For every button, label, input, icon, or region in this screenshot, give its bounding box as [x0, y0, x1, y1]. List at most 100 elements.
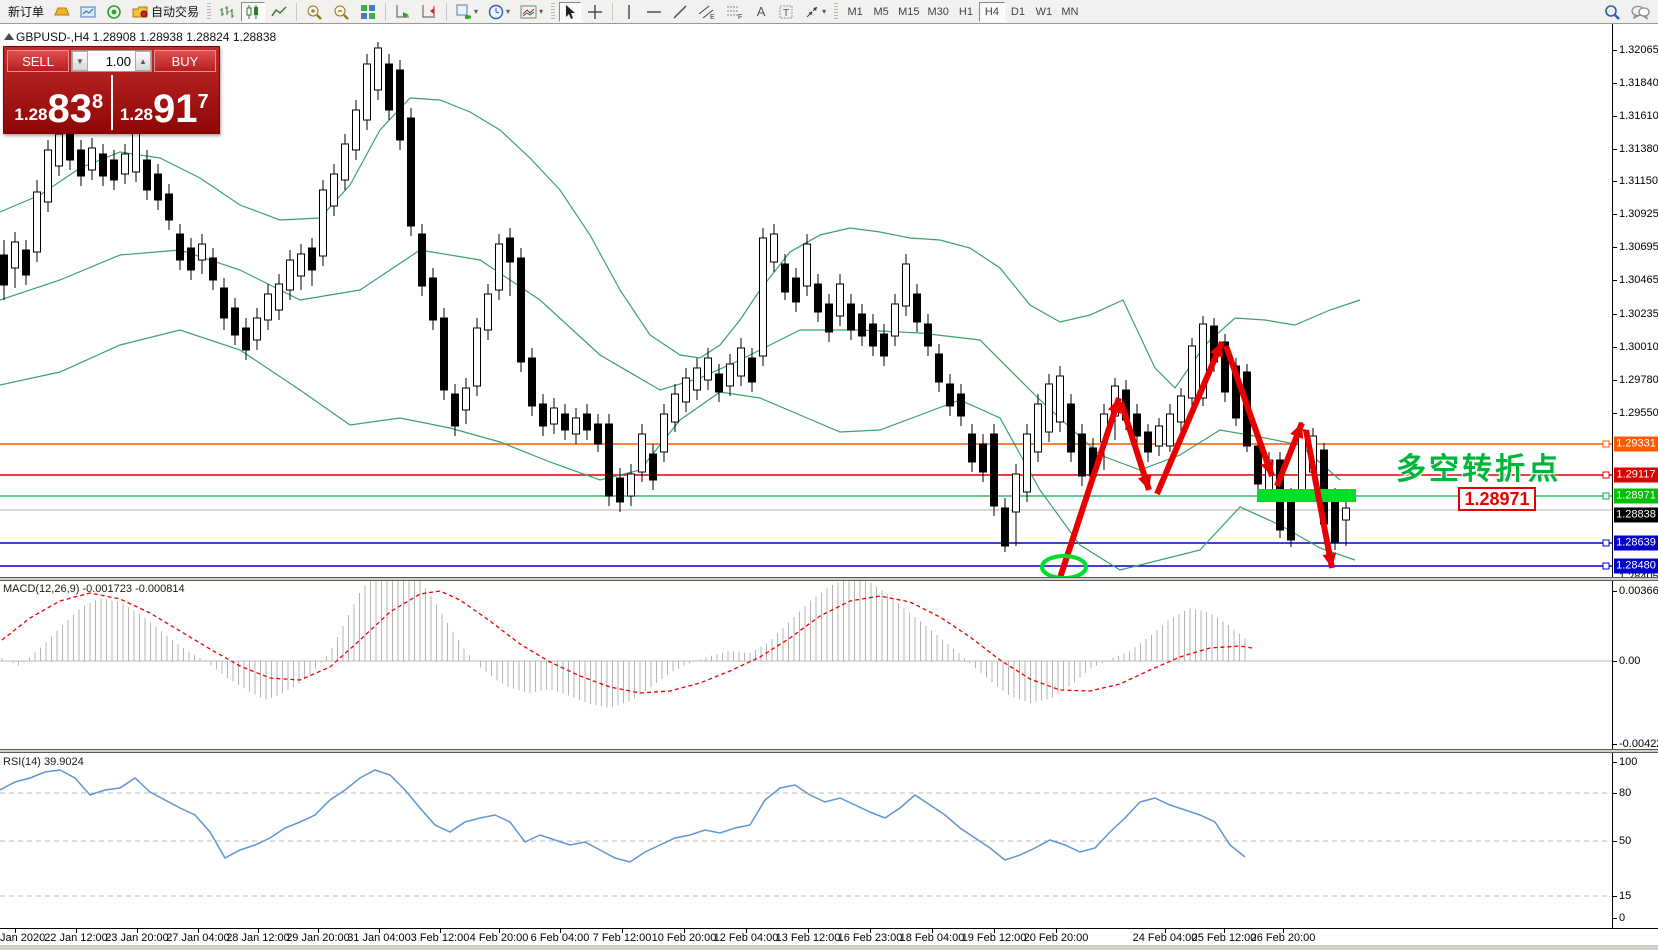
- low-circle-annotation[interactable]: [1040, 554, 1088, 578]
- arrows-icon[interactable]: ▾: [800, 2, 830, 22]
- line-anchor[interactable]: [1602, 492, 1610, 500]
- timeframe-button-d1[interactable]: D1: [1010, 5, 1025, 18]
- sell-price-sup: 8: [91, 91, 104, 113]
- trend-arrow[interactable]: [1118, 401, 1152, 491]
- price-tick-label: 1.30010: [1619, 341, 1658, 353]
- price-tag-annotation[interactable]: 1.28971: [1458, 487, 1536, 511]
- pane-divider[interactable]: [0, 577, 1658, 581]
- chart-shift-icon[interactable]: [417, 2, 441, 22]
- timeframe-button-h1[interactable]: H1: [958, 5, 973, 18]
- turning-point-annotation[interactable]: 多空转折点: [1396, 453, 1561, 486]
- periods-button[interactable]: ▾: [484, 2, 514, 22]
- candle-body: [33, 191, 41, 253]
- candle-body: [121, 153, 129, 175]
- candle-body: [1144, 431, 1152, 453]
- trend-arrow[interactable]: [1223, 344, 1275, 478]
- chart-region[interactable]: GBPUSD-,H4 1.28908 1.28938 1.28824 1.288…: [0, 24, 1658, 950]
- bar-chart-icon[interactable]: [215, 2, 239, 22]
- timeframe-button-m5[interactable]: M5: [873, 5, 889, 18]
- trend-arrow[interactable]: [1154, 340, 1225, 496]
- equidistant-channel-icon[interactable]: E: [694, 2, 720, 22]
- timeframe-button-h4[interactable]: H4: [978, 1, 1005, 22]
- price-scale[interactable]: 1.32065 1.31840 1.31610 1.31380 1.31150 1.309…: [1612, 24, 1658, 945]
- volume-increase-button[interactable]: ▲: [135, 51, 151, 71]
- buy-button[interactable]: BUY: [154, 50, 216, 72]
- time-tick: [808, 929, 809, 933]
- new-chart-button[interactable]: ▾: [452, 2, 482, 22]
- tile-windows-icon[interactable]: [356, 2, 380, 22]
- candle-body: [638, 433, 646, 473]
- timeframe-button-m1[interactable]: M1: [847, 5, 863, 18]
- text-icon[interactable]: A: [756, 4, 766, 19]
- rsi-pane[interactable]: [0, 753, 1612, 928]
- candle-body: [561, 413, 569, 431]
- new-order-button[interactable]: 新订单: [4, 2, 48, 22]
- candle-body: [1342, 507, 1350, 521]
- candle-body: [704, 357, 712, 381]
- text-label-icon[interactable]: T: [774, 2, 798, 22]
- trend-arrowhead: [1260, 460, 1274, 476]
- line-anchor[interactable]: [1602, 562, 1610, 570]
- market-window-icon[interactable]: [76, 2, 100, 22]
- candle-body: [319, 189, 327, 257]
- zoom-in-icon[interactable]: [302, 2, 327, 22]
- sell-price-small: 1.28: [14, 105, 48, 124]
- line-anchor[interactable]: [1602, 440, 1610, 448]
- toolbar-separator: [296, 2, 298, 21]
- templates-button[interactable]: ▾: [516, 2, 547, 22]
- crosshair-icon[interactable]: [583, 2, 607, 22]
- candle-body: [363, 63, 371, 121]
- candlestick-chart-icon[interactable]: [241, 1, 266, 22]
- vertical-line-icon[interactable]: [618, 2, 640, 22]
- horizontal-line-icon[interactable]: [642, 2, 666, 22]
- candle-body: [979, 443, 987, 473]
- cursor-icon[interactable]: [559, 1, 582, 22]
- trendline-icon[interactable]: [668, 2, 692, 22]
- scale-tick: [1613, 380, 1617, 381]
- candle-body: [726, 363, 734, 387]
- gold-icon[interactable]: [50, 2, 74, 22]
- search-icon[interactable]: [1600, 2, 1625, 22]
- price-chart-pane[interactable]: [0, 24, 1612, 578]
- green-zone-bar[interactable]: [1257, 489, 1356, 502]
- candle-body: [198, 243, 206, 261]
- buy-price[interactable]: 1.28 91 7: [113, 75, 217, 130]
- price-tick-label: 1.29780: [1619, 374, 1658, 386]
- autotrade-button[interactable]: 自动交易: [128, 2, 203, 22]
- candle-body: [66, 133, 74, 161]
- candle-body: [924, 323, 932, 347]
- time-tick: [1056, 929, 1057, 933]
- volume-value[interactable]: 1.00: [105, 53, 131, 69]
- auto-scroll-icon[interactable]: [391, 2, 415, 22]
- timeframe-button-m30[interactable]: M30: [927, 5, 949, 18]
- line-anchor[interactable]: [1602, 539, 1610, 547]
- chat-icon[interactable]: [1627, 2, 1654, 22]
- timeframe-button-mn[interactable]: MN: [1061, 5, 1079, 18]
- candle-body: [517, 257, 525, 363]
- trend-arrow[interactable]: [1303, 429, 1335, 569]
- timeframe-button-w1[interactable]: W1: [1035, 5, 1053, 18]
- macd-pane[interactable]: [0, 580, 1612, 749]
- candle-body: [1067, 403, 1075, 453]
- sell-price[interactable]: 1.28 83 8: [7, 75, 113, 130]
- zoom-out-icon[interactable]: [329, 2, 354, 22]
- candle-body: [1023, 433, 1031, 493]
- volume-decrease-button[interactable]: ▼: [72, 51, 88, 71]
- time-label: 6 Feb 04:00: [530, 932, 590, 944]
- price-tick-label: 1.29550: [1619, 407, 1658, 419]
- line-anchor[interactable]: [1602, 471, 1610, 479]
- time-label: 4 Feb 20:00: [469, 932, 529, 944]
- trend-arrow[interactable]: [1056, 397, 1122, 578]
- broadcast-icon[interactable]: [102, 2, 126, 22]
- scale-tick: [1613, 896, 1617, 897]
- price-tick-label: 1.31840: [1619, 77, 1658, 89]
- pane-divider[interactable]: [0, 749, 1658, 753]
- sell-button[interactable]: SELL: [7, 50, 69, 72]
- candle-body: [1133, 413, 1141, 437]
- time-tick: [1283, 929, 1284, 933]
- fibonacci-icon[interactable]: F: [722, 2, 748, 22]
- timeframe-button-m15[interactable]: M15: [898, 5, 920, 18]
- line-chart-icon[interactable]: [267, 2, 291, 22]
